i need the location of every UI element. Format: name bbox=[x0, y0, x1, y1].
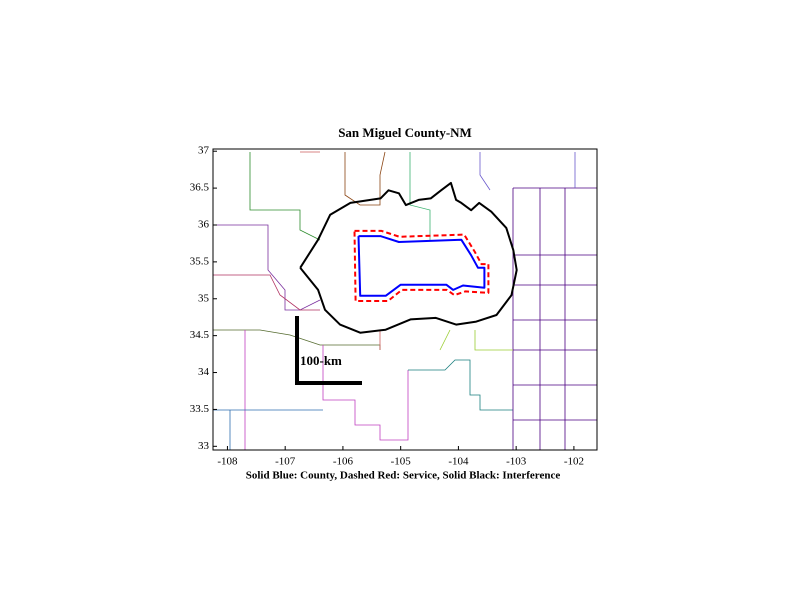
boundary bbox=[353, 229, 490, 302]
boundary bbox=[357, 235, 486, 297]
x-label: Solid Blue: County, Dashed Red: Service,… bbox=[246, 470, 561, 482]
county-boundaries bbox=[213, 151, 597, 450]
y-tick-label: 36 bbox=[198, 219, 210, 231]
y-tick-label: 35.5 bbox=[190, 255, 210, 267]
y-tick-label: 37 bbox=[198, 145, 210, 157]
title: San Miguel County-NM bbox=[338, 125, 472, 140]
scale-bar bbox=[295, 316, 362, 385]
scale-label: 100-km bbox=[300, 353, 342, 368]
x-tick-label: -108 bbox=[217, 456, 238, 468]
boundary bbox=[299, 181, 518, 334]
y-tick-label: 35 bbox=[198, 292, 210, 304]
y-tick-label: 33.5 bbox=[190, 403, 210, 415]
x-tick-label: -107 bbox=[275, 456, 296, 468]
x-tick-label: -102 bbox=[564, 456, 584, 468]
y-tick-label: 36.5 bbox=[190, 182, 210, 194]
y-tick-label: 34.5 bbox=[190, 329, 210, 341]
plot-frame bbox=[212, 148, 598, 451]
x-tick-label: -104 bbox=[448, 456, 469, 468]
y-tick-label: 34 bbox=[198, 366, 210, 378]
x-tick-label: -106 bbox=[333, 456, 354, 468]
x-tick-label: -103 bbox=[506, 456, 527, 468]
y-tick-label: 33 bbox=[198, 440, 210, 452]
x-tick-label: -105 bbox=[391, 456, 412, 468]
